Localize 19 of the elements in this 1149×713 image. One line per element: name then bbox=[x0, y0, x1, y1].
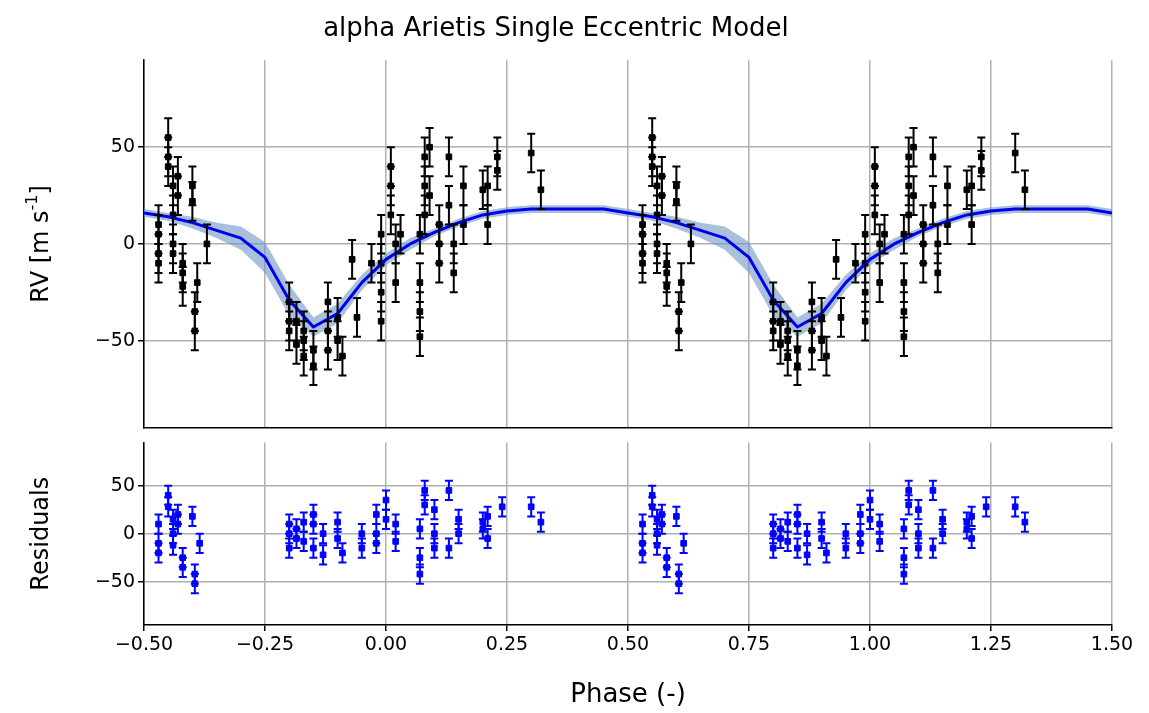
x-tick-label: 1.50 bbox=[1090, 632, 1134, 655]
x-tick-label: 0.00 bbox=[364, 632, 408, 655]
chart-title: alpha Arietis Single Eccentric Model bbox=[323, 12, 789, 43]
y-axis-title: Residuals bbox=[26, 476, 55, 591]
y-tick-label: −50 bbox=[94, 327, 135, 350]
y-tick-label: 50 bbox=[110, 134, 135, 157]
y-tick-label: −50 bbox=[94, 568, 135, 591]
x-tick-label: 0.25 bbox=[485, 632, 529, 655]
x-tick-label: −0.50 bbox=[114, 632, 174, 655]
x-axis-title: Phase (-) bbox=[570, 678, 686, 709]
y-axis-title: RV [m s-1] bbox=[22, 185, 55, 303]
y-tick-label: 0 bbox=[122, 520, 135, 543]
x-tick-label: 1.25 bbox=[969, 632, 1013, 655]
y-tick-label: 0 bbox=[122, 230, 135, 253]
x-tick-label: −0.25 bbox=[235, 632, 295, 655]
x-tick-label: 0.50 bbox=[606, 632, 650, 655]
x-tick-label: 1.00 bbox=[848, 632, 892, 655]
y-tick-label: 50 bbox=[110, 472, 135, 495]
x-tick-label: 0.75 bbox=[727, 632, 771, 655]
